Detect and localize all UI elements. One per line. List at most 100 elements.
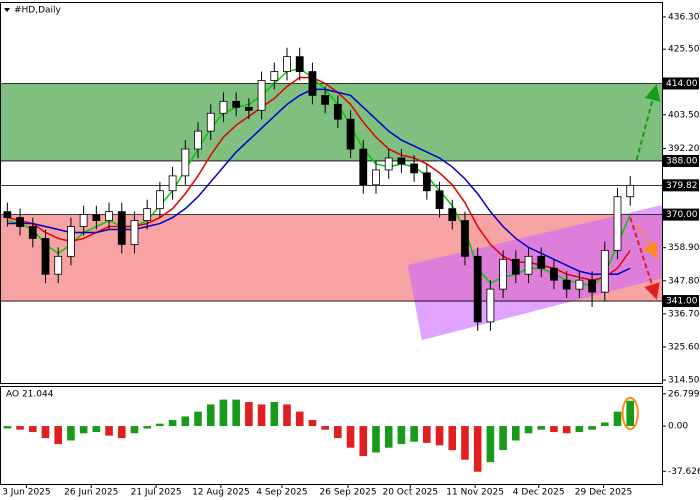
indicator-tick-label: -37.626	[668, 467, 700, 477]
candle-body	[486, 288, 495, 323]
candle-body	[194, 130, 202, 150]
y-tick-label: 347.80	[668, 276, 700, 286]
ao-bar	[143, 426, 151, 429]
y-tick-label: 336.70	[668, 309, 700, 319]
y-tick-label: 425.50	[668, 45, 700, 55]
chart-title: #HD,Daily	[14, 6, 62, 16]
ao-bar	[321, 426, 329, 430]
candle-body	[321, 94, 330, 105]
candle-body	[550, 267, 558, 281]
ao-bar	[16, 426, 24, 430]
candle-body	[575, 279, 584, 290]
candle-body	[130, 220, 139, 245]
ao-bar	[194, 411, 202, 427]
level-badge	[663, 208, 699, 221]
candle-body	[626, 184, 635, 198]
level-badge	[663, 179, 699, 192]
ao-bar	[486, 426, 495, 463]
ao-bar	[537, 426, 546, 430]
candle-body	[244, 106, 253, 111]
ao-bar	[168, 420, 177, 427]
moving-average	[7, 88, 631, 275]
candle-body	[333, 103, 342, 120]
candle-body	[105, 211, 113, 221]
ao-bar	[499, 426, 507, 451]
ao-bar	[270, 402, 279, 427]
ao-bar	[232, 399, 240, 427]
ao-bar	[92, 426, 101, 433]
ao-bar	[613, 411, 622, 427]
candle-body	[206, 112, 215, 132]
candle-body	[67, 226, 75, 257]
ao-bar	[79, 426, 88, 434]
x-tick-label: 21 Jul 2025	[131, 488, 182, 498]
x-tick-label: 11 Nov 2025	[446, 488, 504, 498]
candle-body	[499, 258, 508, 290]
candle-body	[346, 118, 355, 150]
ao-bar	[181, 416, 190, 427]
ao-bar	[334, 426, 342, 439]
candle-body	[473, 255, 482, 323]
candle-body	[117, 211, 126, 245]
candle-body	[600, 249, 609, 293]
level-label: 341.00	[666, 297, 698, 307]
ao-bar	[206, 404, 215, 427]
candle-body	[588, 279, 596, 293]
forecast-arrow	[635, 84, 661, 161]
level-badge	[663, 154, 699, 167]
candle-body	[435, 190, 444, 210]
highlight-ring	[621, 396, 639, 431]
candle-body	[79, 214, 88, 227]
level-label: 414.00	[666, 79, 698, 89]
x-tick-label: 26 Jun 2025	[64, 488, 118, 498]
candle-body	[524, 255, 533, 275]
ao-bar	[435, 426, 444, 446]
ao-bar	[130, 426, 139, 434]
ao-bar	[257, 404, 266, 427]
x-tick-label: 20 Oct 2025	[382, 488, 438, 498]
ao-bar	[359, 426, 368, 457]
candle-body	[537, 255, 546, 269]
candle-body	[54, 255, 63, 275]
ao-bar	[308, 420, 317, 427]
y-tick-label: 403.50	[668, 110, 700, 120]
level-label: 370.00	[666, 210, 698, 220]
candle-body	[384, 157, 393, 171]
ao-bar	[346, 426, 355, 448]
candle-body	[3, 211, 12, 218]
candle-body	[270, 71, 279, 81]
x-tick-label: 12 Aug 2025	[192, 488, 250, 498]
ao-bar	[54, 426, 63, 445]
ao-bar	[600, 422, 609, 427]
y-tick-label: 358.90	[668, 243, 700, 253]
candle-body	[372, 169, 380, 186]
indicator-frame	[0, 386, 663, 485]
ao-bar	[473, 426, 482, 472]
ao-bar	[67, 426, 75, 441]
level-label: 388.00	[666, 156, 698, 166]
ao-bar	[156, 423, 164, 427]
candle-body	[295, 56, 304, 72]
indicator-tick-label: 26.799	[668, 389, 700, 399]
candle-body	[613, 196, 622, 251]
candle-body	[181, 148, 190, 177]
indicator-tick-label: 0.00	[668, 422, 688, 432]
x-tick-label: 4 Sep 2025	[256, 488, 307, 498]
x-tick-label: 3 Jun 2025	[2, 488, 50, 498]
ao-bar	[105, 426, 113, 436]
ao-bar	[562, 426, 571, 434]
candle-body	[448, 208, 457, 221]
candle-body	[155, 190, 164, 210]
candle-body	[461, 220, 469, 257]
channel	[407, 205, 662, 341]
candle-body	[511, 258, 520, 275]
x-tick-label: 4 Dec 2025	[513, 488, 565, 498]
candle-body	[410, 163, 419, 174]
candle-body	[562, 279, 571, 290]
ao-bar	[423, 426, 431, 443]
forecast-arrow	[636, 224, 658, 259]
candle-body	[219, 100, 228, 114]
ao-bar	[575, 426, 584, 433]
indicator-label: AO 21.044	[6, 390, 54, 400]
ao-bar	[461, 426, 469, 460]
